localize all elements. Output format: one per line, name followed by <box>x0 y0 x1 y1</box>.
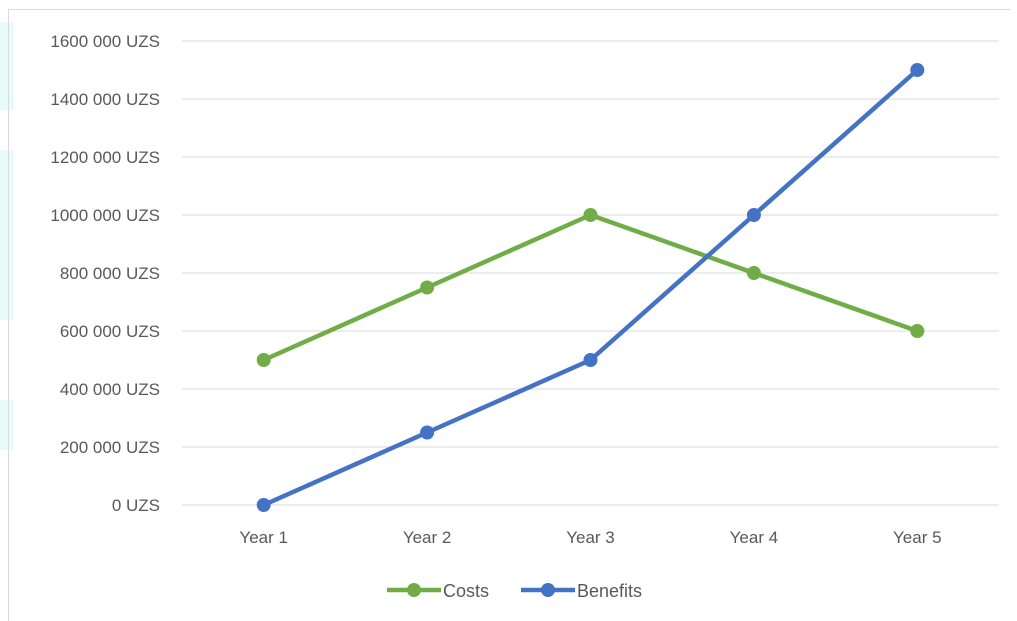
legend: Costs Benefits <box>387 581 642 601</box>
x-tick-label: Year 4 <box>730 528 779 547</box>
chart-border-top <box>8 9 1010 10</box>
benefits-point <box>256 498 271 512</box>
data-series <box>256 63 925 512</box>
costs-line <box>261 212 920 363</box>
legend-item-costs: Costs <box>387 581 489 601</box>
chart-border-left <box>8 9 9 621</box>
y-tick-label: 1600 000 UZS <box>50 32 160 51</box>
y-tick-label: 1200 000 UZS <box>50 148 160 167</box>
costs-point <box>910 324 925 338</box>
y-axis-tick-labels: 0 UZS 200 000 UZS 400 000 UZS 600 000 UZS 80… <box>50 32 160 515</box>
benefits-point <box>746 208 761 222</box>
costs-point <box>420 280 435 295</box>
costs-point <box>256 353 271 367</box>
y-tick-label: 1400 000 UZS <box>50 90 160 109</box>
costs-series <box>256 208 925 367</box>
background-strip <box>0 400 14 450</box>
background-strip <box>0 22 14 110</box>
benefits-point <box>910 63 925 77</box>
costs-point <box>583 208 598 222</box>
benefits-point <box>420 425 435 440</box>
legend-marker <box>541 583 555 597</box>
benefits-series <box>256 63 925 512</box>
y-tick-label: 400 000 UZS <box>60 380 160 399</box>
y-tick-label: 1000 000 UZS <box>50 206 160 225</box>
x-tick-label: Year 1 <box>239 528 288 547</box>
y-tick-label: 600 000 UZS <box>60 322 160 341</box>
benefits-point <box>583 353 598 367</box>
legend-item-benefits: Benefits <box>521 581 642 601</box>
y-tick-label: 0 UZS <box>112 496 160 515</box>
legend-label: Benefits <box>577 581 642 601</box>
benefits-line <box>261 67 920 508</box>
costs-point <box>746 266 761 280</box>
legend-marker <box>407 583 421 597</box>
x-tick-label: Year 2 <box>403 528 452 547</box>
x-axis-tick-labels: Year 1 Year 2 Year 3 Year 4 Year 5 <box>239 528 941 547</box>
y-tick-label: 800 000 UZS <box>60 264 160 283</box>
x-tick-label: Year 5 <box>893 528 942 547</box>
y-tick-label: 200 000 UZS <box>60 438 160 457</box>
gridlines <box>182 40 999 506</box>
background-strip <box>0 150 14 320</box>
legend-label: Costs <box>443 581 489 601</box>
x-tick-label: Year 3 <box>566 528 615 547</box>
